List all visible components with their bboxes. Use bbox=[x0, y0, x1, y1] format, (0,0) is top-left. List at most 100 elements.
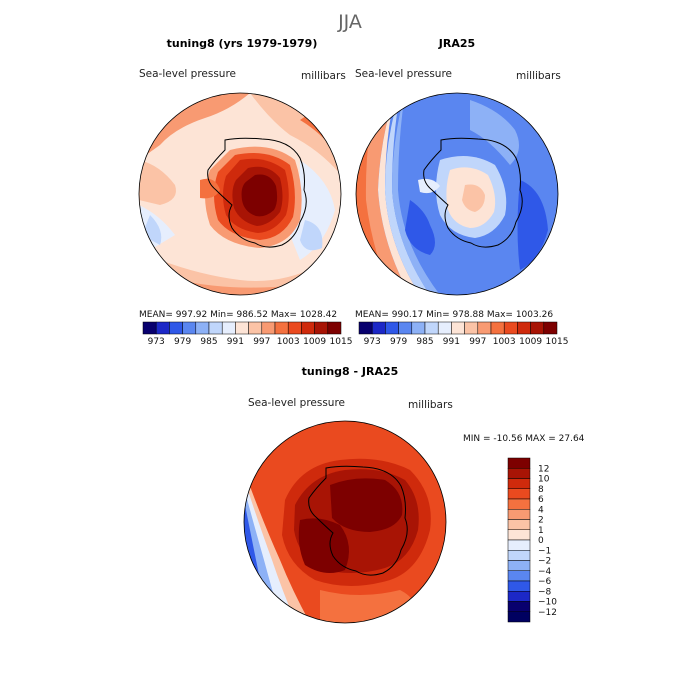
field-band bbox=[385, 93, 430, 295]
colorbar-swatch bbox=[195, 321, 210, 335]
colorbar-swatch bbox=[503, 321, 518, 335]
colorbar-tick-label: 12 bbox=[538, 464, 549, 474]
figure-title: JJA bbox=[337, 11, 362, 33]
colorbar-tick-label: 4 bbox=[538, 505, 544, 515]
colorbar-tick-label: 979 bbox=[174, 337, 191, 347]
colorbar-swatch bbox=[507, 509, 531, 520]
map-field bbox=[244, 421, 446, 623]
colorbar-tick-label: 1 bbox=[538, 526, 544, 536]
colorbar-tick-label: 0 bbox=[538, 536, 544, 546]
field-core-band bbox=[462, 184, 485, 212]
panel-title: tuning8 - JRA25 bbox=[302, 365, 399, 378]
colorbar-tick-label: −6 bbox=[538, 577, 552, 587]
colorbar-swatch bbox=[451, 321, 465, 335]
colorbar-swatch bbox=[398, 321, 413, 335]
colorbar-swatch bbox=[507, 550, 531, 561]
colorbar-tick-label: 1003 bbox=[493, 337, 516, 347]
colorbar-swatch bbox=[517, 321, 531, 335]
colorbar-tick-label: −1 bbox=[538, 546, 551, 556]
map-boundary bbox=[243, 420, 447, 624]
colorbar-swatch bbox=[155, 321, 170, 335]
colorbar-swatch bbox=[507, 580, 531, 592]
field-core-band bbox=[330, 478, 403, 532]
field-low-band bbox=[300, 220, 323, 251]
panel-title: tuning8 (yrs 1979-1979) bbox=[167, 37, 318, 50]
map-field bbox=[139, 93, 341, 295]
colorbar-swatch bbox=[169, 321, 183, 335]
colorbar: 973 979 985 991 997 1003 1009 1015 bbox=[358, 321, 569, 347]
colorbar-swatch bbox=[507, 601, 531, 612]
map-boundary bbox=[138, 92, 342, 296]
map-field bbox=[356, 93, 558, 295]
colorbar-tick-label: −8 bbox=[538, 587, 552, 597]
colorbar-swatch bbox=[274, 321, 289, 335]
colorbar-swatch bbox=[314, 321, 329, 335]
antarctica-coastline bbox=[308, 465, 408, 576]
units-label: millibars bbox=[408, 399, 453, 411]
colorbar-swatch bbox=[507, 488, 531, 500]
colorbar-swatch bbox=[507, 457, 531, 469]
colorbar-swatch bbox=[464, 321, 479, 335]
colorbar-swatch bbox=[507, 560, 531, 571]
colorbar-swatch bbox=[358, 321, 373, 335]
colorbar-swatch bbox=[327, 321, 342, 335]
panel-tuning8: tuning8 (yrs 1979-1979) Sea-level pressu… bbox=[138, 37, 352, 347]
stats-label: MEAN= 990.17 Min= 978.88 Max= 1003.26 bbox=[355, 310, 553, 320]
colorbar-tick-label: 1009 bbox=[303, 337, 326, 347]
field-low-band bbox=[405, 200, 435, 255]
colorbar-tick-label: 973 bbox=[364, 337, 381, 347]
antarctica-coastline bbox=[207, 137, 307, 248]
colorbar-swatch bbox=[301, 321, 315, 335]
colorbar-swatch bbox=[208, 321, 223, 335]
colorbar-swatch bbox=[261, 321, 276, 335]
colorbar-swatch bbox=[507, 539, 531, 551]
field-band bbox=[378, 93, 420, 295]
colorbar-tick-label: 985 bbox=[200, 337, 217, 347]
field-core-band bbox=[298, 518, 349, 574]
colorbar-tick-label: −2 bbox=[538, 557, 551, 567]
colorbar-swatch bbox=[248, 321, 263, 335]
colorbar-tick-label: 991 bbox=[443, 337, 460, 347]
colorbar-swatch bbox=[507, 591, 531, 602]
colorbar-swatch bbox=[490, 321, 505, 335]
colorbar-swatch bbox=[182, 321, 197, 335]
colorbar-swatch bbox=[424, 321, 439, 335]
colorbar-swatch bbox=[507, 611, 531, 623]
map-boundary bbox=[355, 92, 559, 296]
colorbar-tick-label: 1003 bbox=[277, 337, 300, 347]
panel-title: JRA25 bbox=[438, 37, 475, 50]
units-label: millibars bbox=[301, 70, 346, 82]
panel-difference: tuning8 - JRA25 Sea-level pressure milli… bbox=[243, 365, 585, 624]
field-band bbox=[470, 100, 519, 165]
colorbar-tick-label: 973 bbox=[148, 337, 165, 347]
colorbar-swatch bbox=[411, 321, 426, 335]
colorbar-swatch bbox=[507, 498, 531, 510]
field-core-band bbox=[241, 174, 278, 217]
colorbar-tick-label: −10 bbox=[538, 598, 557, 608]
variable-label: Sea-level pressure bbox=[248, 397, 345, 409]
units-label: millibars bbox=[516, 70, 561, 82]
panel-jra25: JRA25 Sea-level pressure millibars MEAN=… bbox=[355, 37, 568, 347]
colorbar-tick-label: 997 bbox=[253, 337, 270, 347]
colorbar-tick-label: 1009 bbox=[519, 337, 542, 347]
colorbar-tick-label: 997 bbox=[469, 337, 486, 347]
field-band bbox=[320, 590, 420, 623]
colorbar-swatch bbox=[507, 519, 531, 530]
stats-label: MEAN= 997.92 Min= 986.52 Max= 1028.42 bbox=[139, 310, 337, 320]
variable-label: Sea-level pressure bbox=[139, 68, 236, 80]
colorbar-swatch bbox=[437, 321, 452, 335]
colorbar-tick-label: 8 bbox=[538, 485, 544, 495]
variable-label: Sea-level pressure bbox=[355, 68, 452, 80]
colorbar-swatch bbox=[221, 321, 236, 335]
colorbar-tick-label: 2 bbox=[538, 516, 544, 526]
colorbar-tick-label: −12 bbox=[538, 608, 557, 618]
colorbar-swatch bbox=[530, 321, 545, 335]
colorbar-swatch bbox=[287, 321, 302, 335]
colorbar-tick-label: 1015 bbox=[546, 337, 569, 347]
colorbar-swatch bbox=[142, 321, 157, 335]
antarctica-coastline bbox=[423, 137, 523, 248]
colorbar: 973 979 985 991 997 1003 1009 1015 bbox=[142, 321, 352, 347]
